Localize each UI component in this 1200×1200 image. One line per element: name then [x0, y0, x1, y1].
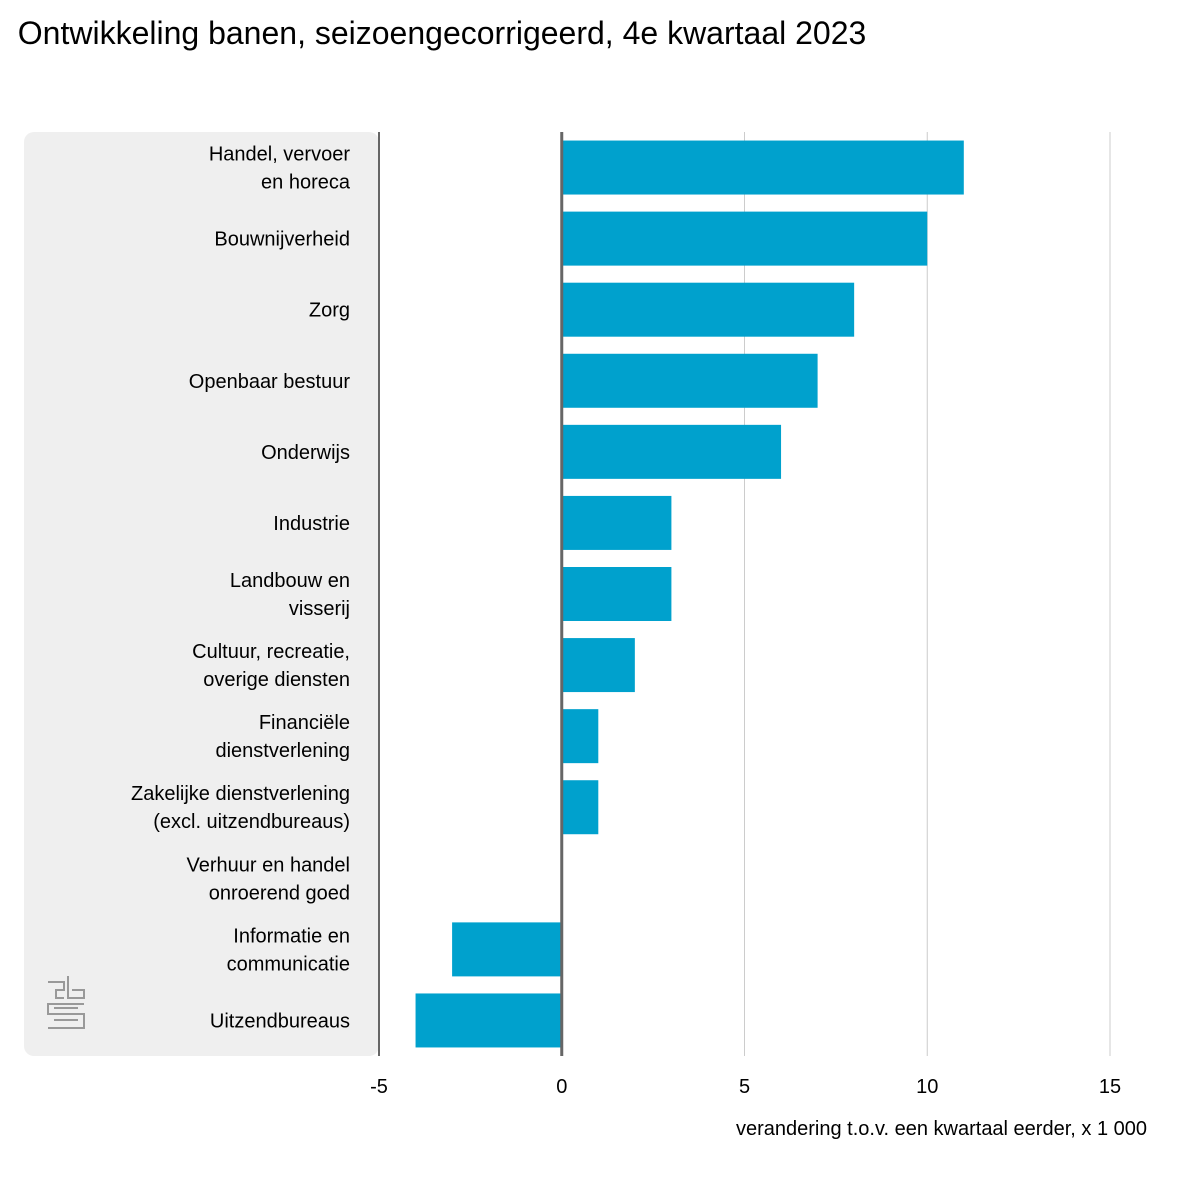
x-tick-labels: -5 0 5 10 15 — [370, 1076, 1121, 1098]
bar — [561, 282, 855, 337]
bar — [561, 638, 635, 693]
category-label: Financiële dienstverlening — [215, 712, 350, 762]
x-tick-label: 0 — [556, 1076, 567, 1098]
x-tick-label: 15 — [1099, 1076, 1121, 1098]
category-label: Cultuur, recreatie, overige diensten — [192, 641, 350, 691]
category-label: Zorg — [309, 300, 350, 322]
bar — [561, 140, 964, 195]
category-label: Informatie en communicatie — [227, 925, 350, 975]
x-tick-label: -5 — [370, 1076, 388, 1098]
category-labels: Handel, vervoer en horeca Bouwnijverheid Zo… — [131, 144, 351, 1033]
x-tick-label: 10 — [916, 1076, 938, 1098]
bar — [561, 424, 782, 479]
category-label: Verhuur en handel onroerend goed — [187, 854, 350, 904]
category-label: Onderwijs — [261, 442, 350, 464]
category-label-panel — [24, 132, 379, 1056]
bar — [561, 567, 672, 621]
category-label: Landbouw en visserij — [230, 570, 350, 620]
bar — [561, 780, 599, 835]
bar — [561, 353, 818, 408]
category-label: Zakelijke dienstverlening (excl. uitzendb… — [131, 783, 350, 833]
category-label: Industrie — [273, 513, 350, 535]
bar — [415, 993, 562, 1048]
bar — [561, 495, 672, 550]
category-label: Openbaar bestuur — [189, 371, 351, 393]
x-axis-title: verandering t.o.v. een kwartaal eerder, … — [736, 1118, 1147, 1140]
x-tick-label: 5 — [739, 1076, 750, 1098]
category-label: Uitzendbureaus — [210, 1010, 350, 1032]
gridlines — [744, 132, 1111, 1056]
category-label: Bouwnijverheid — [214, 229, 350, 251]
bar — [452, 922, 562, 977]
chart-title: Ontwikkeling banen, seizoengecorrigeerd,… — [0, 15, 867, 51]
cbs-logo-icon — [47, 976, 85, 1029]
bars — [415, 140, 964, 1048]
bar — [561, 709, 599, 764]
category-label: Handel, vervoer en horeca — [209, 144, 351, 194]
bar — [561, 211, 928, 266]
